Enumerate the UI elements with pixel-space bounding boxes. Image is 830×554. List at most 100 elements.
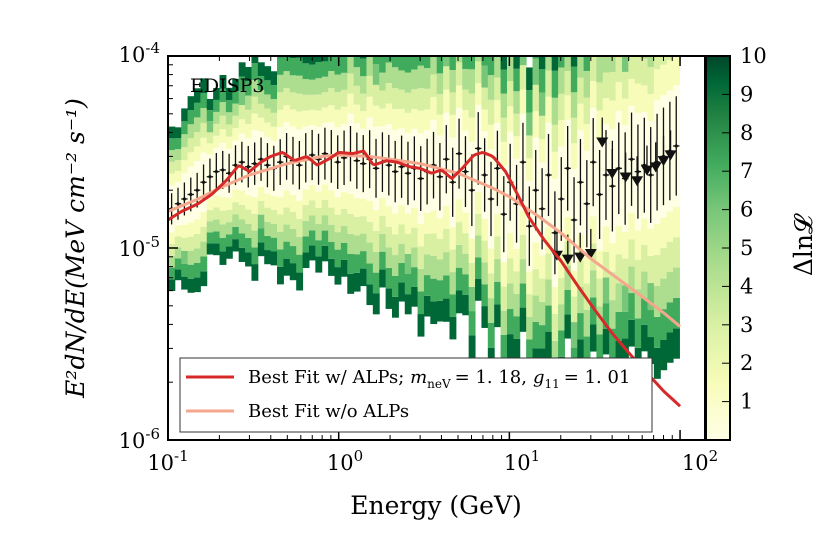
- likelihood-band-cell: [443, 20, 450, 43]
- likelihood-band-cell: [423, 275, 431, 296]
- likelihood-band-cell: [219, 237, 227, 252]
- likelihood-band-cell: [430, 6, 437, 29]
- likelihood-band-cell: [251, 247, 259, 265]
- likelihood-band-cell: [206, 198, 214, 211]
- likelihood-band-cell: [462, 28, 469, 49]
- likelihood-band-cell: [456, 0, 463, 17]
- likelihood-band-cell: [385, 62, 393, 84]
- data-point: [278, 160, 282, 164]
- likelihood-band-cell: [200, 256, 208, 272]
- likelihood-band-cell: [373, 22, 380, 43]
- likelihood-band-cell: [219, 251, 227, 265]
- likelihood-band-cell: [507, 30, 514, 55]
- likelihood-band-cell: [379, 251, 387, 270]
- likelihood-band-cell: [213, 99, 221, 112]
- likelihood-band-cell: [583, 309, 591, 337]
- likelihood-band-cell: [283, 71, 291, 89]
- likelihood-band-cell: [347, 113, 355, 134]
- likelihood-band-cell: [289, 56, 297, 59]
- colorbar-tick-label: 3: [740, 313, 753, 337]
- likelihood-band-cell: [379, 269, 387, 288]
- data-point: [189, 192, 193, 197]
- likelihood-band-cell: [468, 262, 476, 287]
- likelihood-band-cell: [647, 310, 655, 338]
- likelihood-band-cell: [666, 56, 674, 61]
- likelihood-band-cell: [551, 97, 559, 125]
- likelihood-band-cell: [494, 100, 502, 123]
- likelihood-band-cell: [392, 255, 399, 276]
- likelihood-band-cell: [411, 109, 419, 129]
- data-point: [342, 156, 346, 160]
- likelihood-band-cell: [296, 272, 304, 291]
- likelihood-band-cell: [590, 56, 597, 81]
- likelihood-band-cell: [347, 273, 355, 294]
- likelihood-band-cell: [551, 151, 559, 179]
- likelihood-band-cell: [251, 264, 259, 281]
- likelihood-band-cell: [213, 123, 221, 136]
- likelihood-band-cell: [526, 339, 534, 363]
- likelihood-band-cell: [296, 218, 304, 237]
- likelihood-band-cell: [570, 322, 578, 348]
- likelihood-band-cell: [673, 328, 680, 359]
- likelihood-band-cell: [264, 122, 272, 137]
- likelihood-band-cell: [181, 276, 189, 290]
- likelihood-band-cell: [577, 25, 584, 51]
- likelihood-band-cell: [200, 93, 208, 109]
- likelihood-band-cell: [673, 24, 680, 54]
- likelihood-band-cell: [673, 0, 680, 24]
- likelihood-band-cell: [277, 56, 284, 58]
- likelihood-band-cell: [570, 296, 578, 323]
- likelihood-band-cell: [577, 0, 584, 25]
- data-point: [246, 165, 250, 169]
- likelihood-band-cell: [641, 244, 649, 272]
- likelihood-band-cell: [334, 232, 342, 250]
- likelihood-band-cell: [660, 339, 668, 371]
- likelihood-band-cell: [513, 68, 521, 92]
- likelihood-band-cell: [225, 246, 233, 259]
- likelihood-band-cell: [257, 200, 265, 215]
- likelihood-band-cell: [564, 289, 572, 315]
- likelihood-band-cell: [615, 311, 623, 341]
- likelihood-band-cell: [411, 227, 419, 248]
- data-point: [489, 197, 493, 201]
- likelihood-band-cell: [423, 56, 431, 69]
- y-tick-label-1e-4: 10-4: [119, 39, 160, 67]
- likelihood-band-cell: [615, 340, 623, 370]
- likelihood-band-cell: [270, 237, 278, 252]
- data-point: [483, 173, 487, 177]
- likelihood-band-cell: [411, 69, 419, 90]
- likelihood-band-cell: [289, 177, 297, 195]
- likelihood-band-cell: [372, 56, 380, 65]
- likelihood-band-cell: [315, 207, 323, 225]
- likelihood-band-cell: [570, 92, 578, 118]
- likelihood-band-cell: [590, 324, 597, 352]
- likelihood-band-cell: [398, 70, 406, 90]
- likelihood-band-cell: [219, 142, 227, 157]
- likelihood-band-cell: [462, 212, 470, 234]
- likelihood-band-cell: [602, 56, 610, 73]
- likelihood-band-cell: [475, 61, 482, 84]
- likelihood-band-cell: [283, 241, 291, 259]
- likelihood-band-cell: [443, 182, 450, 206]
- data-point: [323, 152, 327, 156]
- likelihood-band-cell: [366, 117, 374, 139]
- likelihood-band-cell: [366, 200, 374, 222]
- likelihood-band-cell: [417, 201, 425, 224]
- likelihood-band-cell: [500, 286, 508, 311]
- likelihood-band-cell: [577, 313, 585, 340]
- likelihood-band-cell: [404, 213, 412, 234]
- likelihood-band-cell: [213, 219, 221, 232]
- likelihood-band-cell: [315, 110, 323, 127]
- data-point: [527, 224, 531, 228]
- likelihood-band-cell: [641, 6, 648, 33]
- likelihood-band-cell: [526, 271, 534, 295]
- likelihood-band-cell: [270, 209, 278, 224]
- likelihood-band-cell: [404, 56, 412, 73]
- likelihood-band-cell: [219, 197, 227, 211]
- likelihood-band-cell: [551, 124, 559, 152]
- data-point: [546, 173, 551, 177]
- likelihood-band-cell: [219, 74, 227, 89]
- likelihood-band-cell: [372, 230, 380, 252]
- likelihood-band-cell: [277, 266, 284, 285]
- likelihood-band-cell: [596, 56, 604, 83]
